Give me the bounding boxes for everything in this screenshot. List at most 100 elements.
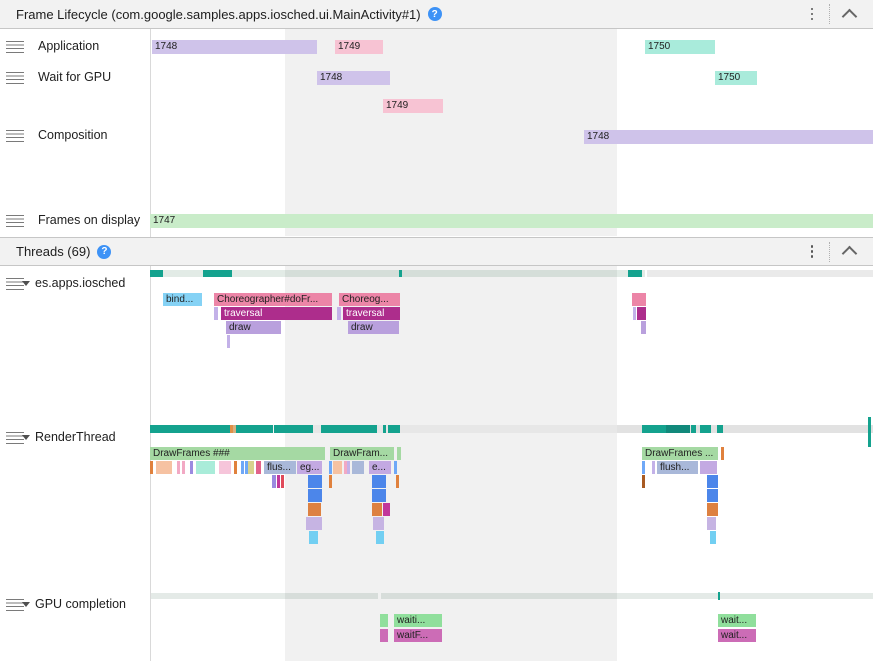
trace-event-bar[interactable]: wait... (718, 629, 756, 642)
trace-event-bar[interactable] (632, 293, 646, 306)
trace-event-bar[interactable] (721, 447, 724, 460)
trace-event-bar[interactable] (329, 475, 332, 488)
trace-event-bar[interactable] (710, 531, 716, 544)
trace-event-bar[interactable] (281, 475, 284, 488)
kebab-menu-icon[interactable] (805, 7, 820, 21)
trace-event-bar[interactable]: flush... (657, 461, 698, 474)
trace-event-bar[interactable]: wait... (718, 614, 756, 627)
track-grip[interactable] (6, 41, 24, 53)
frame-bar[interactable]: 1748 (317, 71, 390, 85)
trace-event-bar[interactable]: eg... (297, 461, 322, 474)
trace-event-bar[interactable] (182, 461, 185, 474)
thread-track-label[interactable]: es.apps.iosched (35, 276, 126, 290)
trace-event-bar[interactable] (248, 461, 254, 474)
thread-track-label[interactable]: GPU completion (35, 597, 127, 611)
trace-event-bar[interactable]: waitF... (394, 629, 442, 642)
trace-event-bar[interactable] (241, 461, 244, 474)
trace-event-bar[interactable]: bind... (163, 293, 202, 306)
frame-bar[interactable]: 1748 (584, 130, 873, 144)
trace-event-bar[interactable] (707, 489, 718, 502)
help-icon[interactable]: ? (97, 244, 112, 259)
trace-event-bar[interactable] (308, 503, 321, 516)
trace-event-bar[interactable] (642, 475, 645, 488)
trace-event-bar[interactable] (641, 321, 646, 334)
trace-event-bar[interactable] (234, 461, 237, 474)
trace-event-bar[interactable] (372, 489, 386, 502)
frame-bar[interactable]: 1748 (152, 40, 317, 54)
track-grip[interactable] (6, 599, 24, 611)
track-grip[interactable] (6, 432, 24, 444)
trace-event-bar[interactable] (380, 614, 388, 627)
trace-event-bar[interactable] (333, 461, 342, 474)
trace-event-bar[interactable] (394, 461, 397, 474)
trace-event-bar[interactable] (383, 503, 390, 516)
track-grip[interactable] (6, 130, 24, 142)
trace-event-bar[interactable]: DrawFram... (330, 447, 394, 460)
trace-event-bar[interactable] (214, 307, 218, 320)
trace-event-bar[interactable] (376, 531, 384, 544)
kebab-menu-icon[interactable] (805, 245, 820, 258)
frame-bar[interactable]: 1749 (383, 99, 443, 113)
trace-event-bar[interactable] (633, 307, 636, 320)
trace-event-bar[interactable] (337, 307, 341, 320)
trace-event-bar[interactable]: flus... (264, 461, 296, 474)
trace-event-bar[interactable] (329, 461, 332, 474)
trace-event-bar[interactable] (196, 461, 215, 474)
trace-event-bar[interactable]: traversal (221, 307, 332, 320)
trace-event-bar[interactable] (372, 503, 382, 516)
trace-event-bar[interactable] (245, 461, 248, 474)
track-grip[interactable] (6, 278, 24, 290)
trace-event-bar[interactable] (707, 517, 716, 530)
trace-event-bar[interactable]: Choreog... (339, 293, 400, 306)
trace-event-bar[interactable] (277, 475, 280, 488)
trace-event-bar[interactable] (156, 461, 172, 474)
trace-event-bar[interactable] (272, 475, 276, 488)
trace-event-bar[interactable]: DrawFrames ### (150, 447, 325, 460)
trace-event-bar[interactable]: draw (348, 321, 399, 334)
trace-event-bar[interactable] (150, 461, 153, 474)
track-grip[interactable] (6, 215, 24, 227)
trace-event-bar[interactable] (227, 335, 230, 348)
trace-event-bar[interactable] (642, 461, 645, 474)
trace-event-bar[interactable] (700, 461, 717, 474)
frame-bar[interactable]: 1747 (150, 214, 873, 228)
selection-overlay[interactable] (285, 29, 617, 236)
trace-event-bar[interactable] (177, 461, 180, 474)
trace-event-bar[interactable]: traversal (343, 307, 400, 320)
frame-bar[interactable]: 1750 (645, 40, 715, 54)
trace-event-bar[interactable] (373, 517, 384, 530)
trace-event-bar[interactable] (308, 475, 322, 488)
frame-bar[interactable]: 1750 (715, 71, 757, 85)
trace-event-bar[interactable]: draw (226, 321, 281, 334)
trace-event-bar[interactable] (637, 307, 646, 320)
trace-event-bar[interactable] (344, 461, 347, 474)
trace-event-bar[interactable] (380, 629, 388, 642)
collapse-chevron-icon[interactable] (841, 8, 858, 24)
trace-event-bar[interactable] (707, 475, 718, 488)
track-grip[interactable] (6, 72, 24, 84)
collapse-chevron-icon[interactable] (841, 245, 858, 262)
trace-event-bar[interactable]: DrawFrames ... (642, 447, 718, 460)
trace-event-bar[interactable]: Choreographer#doFr... (214, 293, 332, 306)
trace-event-bar[interactable] (352, 461, 364, 474)
expand-caret-icon[interactable] (22, 281, 30, 286)
frame-bar[interactable]: 1749 (335, 40, 383, 54)
trace-event-bar[interactable] (347, 461, 350, 474)
trace-event-bar[interactable] (190, 461, 193, 474)
trace-event-bar[interactable] (396, 475, 399, 488)
trace-event-bar[interactable] (306, 517, 322, 530)
help-icon[interactable]: ? (427, 7, 442, 21)
trace-event-bar[interactable] (219, 461, 231, 474)
trace-event-bar[interactable] (372, 475, 386, 488)
trace-event-bar[interactable] (309, 531, 318, 544)
trace-event-bar[interactable] (308, 489, 322, 502)
trace-event-bar[interactable]: e... (369, 461, 391, 474)
trace-event-bar[interactable]: waiti... (394, 614, 442, 627)
thread-track-label[interactable]: RenderThread (35, 430, 116, 444)
trace-event-bar[interactable] (256, 461, 261, 474)
expand-caret-icon[interactable] (22, 602, 30, 607)
expand-caret-icon[interactable] (22, 435, 30, 440)
trace-event-bar[interactable] (397, 447, 401, 460)
trace-event-bar[interactable] (652, 461, 655, 474)
trace-event-bar[interactable] (707, 503, 718, 516)
